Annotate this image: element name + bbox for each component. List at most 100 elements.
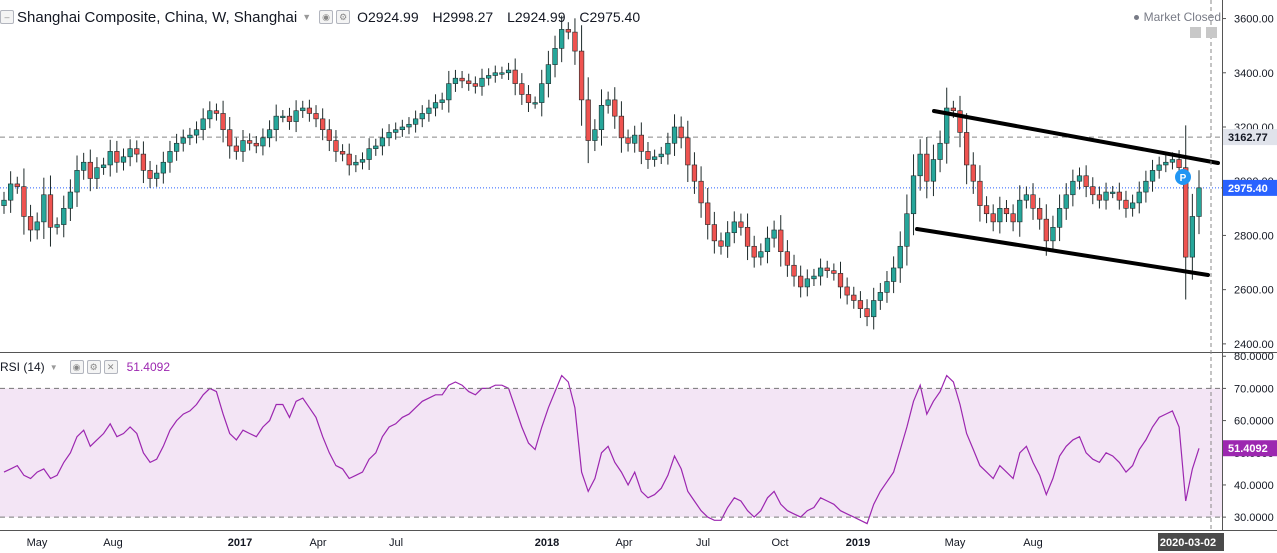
candle-body <box>1096 194 1103 201</box>
candle-body <box>864 308 870 318</box>
candle-body <box>519 83 525 95</box>
eye-icon[interactable]: ◉ <box>319 10 334 24</box>
candle-body <box>950 107 956 112</box>
candle-body <box>472 83 478 87</box>
candle-body <box>293 110 299 122</box>
candle-body <box>154 172 160 179</box>
candle-body <box>665 142 671 155</box>
candle-body <box>512 69 518 84</box>
candle-body <box>61 208 67 225</box>
eye-icon[interactable]: ◉ <box>69 360 84 374</box>
upper-trendline[interactable] <box>932 109 1220 165</box>
candle-body <box>990 213 996 223</box>
candle-body <box>904 213 910 247</box>
candle-body <box>220 113 226 131</box>
candle-body <box>1030 194 1036 209</box>
candle-body <box>964 132 970 166</box>
candle-body <box>120 156 127 163</box>
candle-body <box>8 183 14 201</box>
price-marker-label: 2975.40 <box>1228 183 1268 195</box>
rsi-tick-label: 40.0000 <box>1234 480 1274 492</box>
collapse-icon[interactable]: – <box>0 10 14 24</box>
price-label-box <box>1223 129 1277 146</box>
candle-body <box>213 110 220 114</box>
price-reference-lines <box>0 136 1222 189</box>
open-value: O2924.99 <box>357 9 419 25</box>
x-tick-label: Apr <box>309 537 326 549</box>
gear-icon[interactable]: ⚙ <box>336 10 351 24</box>
candle-body <box>333 140 339 152</box>
candle-body <box>74 170 80 193</box>
candle-body <box>140 153 147 171</box>
x-tick-label: Jul <box>389 537 403 549</box>
candle-body <box>313 113 319 120</box>
lower-trendline[interactable] <box>915 227 1210 277</box>
candle-body <box>107 151 113 166</box>
candle-body <box>1056 208 1063 228</box>
candle-body <box>572 31 578 52</box>
x-cursor-box <box>1158 533 1224 551</box>
candle-body <box>778 229 784 252</box>
candle-body <box>21 186 27 217</box>
x-tick-label: Jul <box>696 537 710 549</box>
candle-body <box>811 275 817 280</box>
candle-body <box>944 107 950 144</box>
market-status-label: Market Closed <box>1143 10 1221 24</box>
candle-body <box>678 126 684 139</box>
close-icon[interactable]: ✕ <box>103 360 118 374</box>
candle-body <box>711 224 717 242</box>
candle-body <box>359 159 366 163</box>
candle-body <box>930 159 937 182</box>
candle-body <box>87 161 93 179</box>
chevron-down-icon[interactable]: ▼ <box>49 362 58 372</box>
candle-body <box>585 99 591 141</box>
gear-icon[interactable]: ⚙ <box>86 360 101 374</box>
candle-body <box>466 80 472 84</box>
price-label-box <box>1223 179 1277 196</box>
candle-body <box>605 99 611 106</box>
candle-body <box>27 216 34 231</box>
x-tick-label: 2018 <box>535 537 559 549</box>
candle-body <box>645 151 651 160</box>
symbol-title[interactable]: Shanghai Composite, China, W, Shanghai <box>17 8 298 26</box>
x-tick-label: Oct <box>771 537 788 549</box>
candle-body <box>233 145 239 152</box>
candle-body <box>127 148 133 158</box>
p-marker-icon[interactable]: P <box>1175 169 1191 185</box>
rsi-value: 51.4092 <box>126 360 170 374</box>
candle-body <box>94 167 100 179</box>
candle-body <box>300 107 306 112</box>
candle-body <box>1043 218 1049 242</box>
candle-body <box>731 221 737 234</box>
candle-body <box>452 77 459 84</box>
candle-body <box>286 115 293 122</box>
svg-text:P: P <box>1180 173 1187 184</box>
x-tick-label: 2020-03-02 <box>1160 537 1216 549</box>
candle-body <box>266 129 273 139</box>
candle-body <box>612 99 618 117</box>
scale-buttons[interactable] <box>1190 27 1217 38</box>
candle-body <box>326 129 332 141</box>
y-tick-label: 2800.00 <box>1234 230 1274 242</box>
candle-body <box>187 134 193 139</box>
candle-body <box>851 294 857 301</box>
chevron-down-icon[interactable]: ▼ <box>302 12 312 22</box>
price-marker-label: 3162.77 <box>1228 132 1268 144</box>
candle-body <box>565 29 571 33</box>
ohlc-values: O2924.99 H2998.27 L2924.99 C2975.40 <box>357 9 650 25</box>
candle-body <box>1129 202 1136 209</box>
candle-body <box>871 300 877 318</box>
candle-body <box>173 142 180 152</box>
rsi-label[interactable]: RSI (14) <box>0 360 45 374</box>
x-tick-label: May <box>27 537 48 549</box>
candle-body <box>1176 159 1182 168</box>
candle-body <box>1023 194 1030 201</box>
candle-body <box>1196 187 1202 217</box>
candle-body <box>685 137 691 166</box>
candle-body <box>705 202 711 225</box>
candle-body <box>525 94 532 103</box>
candle-body <box>253 142 259 147</box>
candle-body <box>1076 175 1083 182</box>
